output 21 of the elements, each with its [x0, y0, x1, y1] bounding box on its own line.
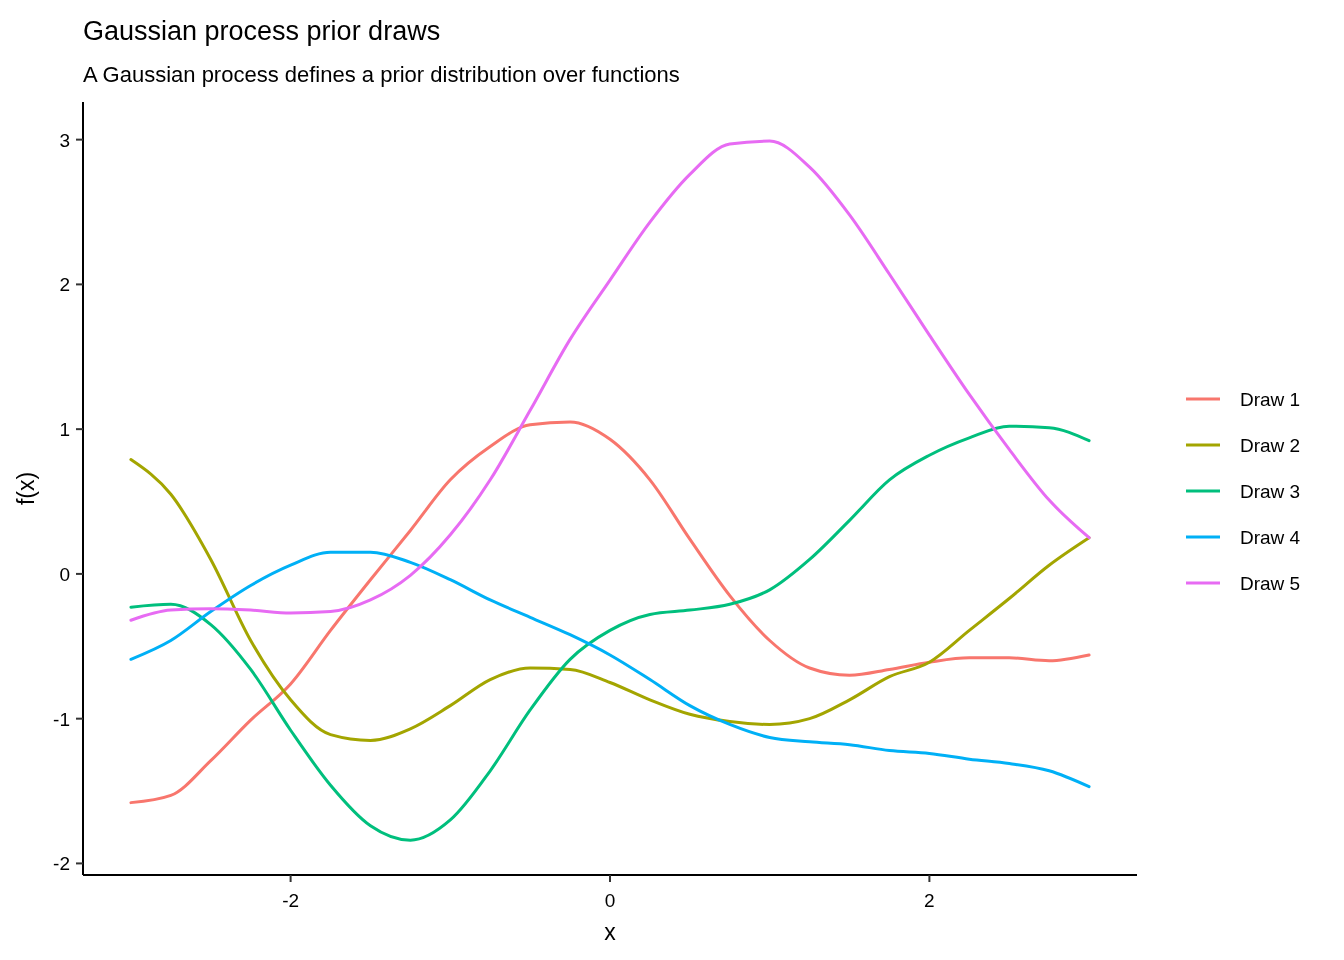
line-series: [129, 139, 1091, 622]
chart-title: Gaussian process prior draws: [83, 16, 441, 46]
y-tick-label: -1: [53, 708, 70, 730]
y-tick-label: 0: [59, 563, 70, 585]
legend-label: Draw 2: [1240, 435, 1301, 456]
x-tick-label: 2: [924, 890, 935, 911]
x-axis-title: x: [604, 919, 617, 945]
line-series: [129, 550, 1091, 789]
legend-label: Draw 1: [1240, 389, 1301, 410]
line-series: [129, 458, 1091, 742]
legend-label: Draw 4: [1240, 527, 1301, 548]
y-tick-label: -2: [53, 853, 70, 875]
y-axis-title: f(x): [13, 471, 39, 506]
x-tick-label: 0: [604, 890, 616, 911]
y-tick-label: 3: [59, 129, 70, 151]
chart-subtitle: A Gaussian process defines a prior distribution over functions: [83, 62, 680, 87]
legend-label: Draw 3: [1240, 481, 1301, 502]
legend-label: Draw 5: [1240, 573, 1301, 594]
x-tick-label: -2: [282, 890, 300, 911]
y-tick-label: 1: [59, 419, 70, 441]
y-tick-label: 2: [59, 274, 70, 296]
